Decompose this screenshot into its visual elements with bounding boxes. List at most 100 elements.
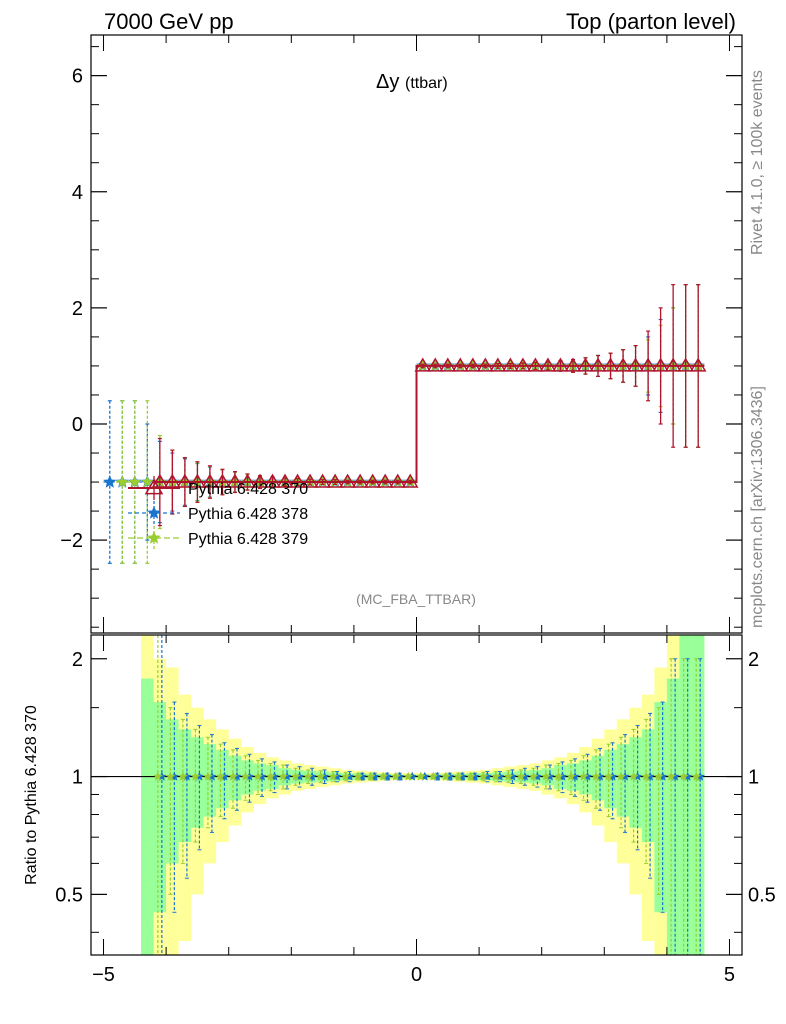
ratio-point bbox=[666, 771, 676, 781]
ratio-point bbox=[290, 771, 301, 781]
ratio-point bbox=[353, 771, 363, 781]
series-line-378 bbox=[103, 365, 705, 483]
ratio-point bbox=[528, 771, 539, 781]
x-tick-label: 0 bbox=[411, 964, 422, 986]
data-point bbox=[129, 475, 141, 487]
legend-label: Pythia 6.428 379 bbox=[188, 531, 308, 548]
data-point bbox=[614, 357, 632, 372]
band-inner bbox=[654, 702, 667, 913]
data-point bbox=[602, 357, 619, 372]
data-point bbox=[389, 473, 407, 488]
data-point bbox=[664, 357, 682, 372]
header-left: 7000 GeV pp bbox=[104, 9, 234, 34]
data-point bbox=[289, 473, 306, 488]
ratio-point bbox=[390, 771, 401, 781]
data-point bbox=[539, 357, 557, 372]
ratio-point bbox=[153, 771, 163, 781]
ratio-ylabel: Ratio to Pythia 6.428 370 bbox=[23, 705, 40, 885]
ratio-point bbox=[178, 771, 188, 781]
main-panel: Pythia 6.428 370 Pythia 6.428 378 Pythia 6… bbox=[60, 34, 743, 634]
ratio-point bbox=[428, 771, 439, 781]
data-point bbox=[426, 357, 444, 372]
band-inner bbox=[679, 635, 692, 955]
data-point bbox=[414, 357, 432, 372]
ratio-point bbox=[541, 771, 551, 781]
data-point bbox=[314, 473, 331, 488]
ratio-y-tick-label-right: 0.5 bbox=[748, 884, 776, 906]
band-inner bbox=[141, 678, 154, 955]
data-point bbox=[301, 473, 319, 488]
ratio-point bbox=[253, 771, 263, 781]
data-point bbox=[239, 473, 256, 488]
ratio-point bbox=[240, 771, 251, 781]
data-point bbox=[364, 473, 381, 488]
watermark: (MC_FBA_TTBAR) bbox=[356, 591, 476, 607]
band-inner bbox=[191, 737, 204, 828]
ratio-y-tick-label: 2 bbox=[72, 649, 83, 671]
band-inner bbox=[166, 719, 179, 864]
data-point bbox=[401, 473, 419, 488]
data-point bbox=[452, 357, 469, 372]
main-title-suffix: (ttbar) bbox=[405, 75, 448, 92]
data-point bbox=[652, 357, 669, 372]
data-point bbox=[527, 357, 544, 372]
ratio-point bbox=[453, 771, 464, 781]
ratio-point bbox=[578, 771, 589, 781]
ratio-point bbox=[503, 771, 514, 781]
ratio-point bbox=[303, 771, 313, 781]
ratio-point bbox=[678, 771, 689, 781]
ratio-point bbox=[641, 771, 651, 781]
ratio-point bbox=[653, 771, 664, 781]
ratio-y-tick-label-right: 2 bbox=[748, 649, 759, 671]
data-point bbox=[552, 357, 569, 372]
legend-marker bbox=[147, 505, 161, 519]
data-point bbox=[464, 357, 482, 372]
ratio-point bbox=[441, 771, 451, 781]
ratio-point bbox=[628, 771, 639, 781]
main-series-layer bbox=[103, 284, 707, 564]
data-point bbox=[116, 475, 129, 487]
ratio-point bbox=[215, 771, 226, 781]
data-point bbox=[477, 357, 494, 372]
rivet-label: Rivet 4.1.0, ≥ 100k events bbox=[749, 70, 766, 255]
data-point bbox=[689, 357, 707, 372]
series-line-379 bbox=[116, 365, 705, 483]
ratio-y-tick-label: 0.5 bbox=[55, 884, 83, 906]
ratio-point bbox=[203, 771, 213, 781]
y-tick-label: 0 bbox=[72, 414, 83, 436]
data-point bbox=[141, 475, 154, 487]
data-point bbox=[103, 474, 117, 488]
band-inner bbox=[178, 729, 192, 843]
legend-marker bbox=[147, 530, 161, 544]
data-point bbox=[577, 357, 594, 372]
band-inner bbox=[641, 729, 655, 843]
data-point bbox=[251, 473, 269, 488]
data-point bbox=[176, 473, 194, 488]
data-point bbox=[164, 473, 181, 488]
band-inner bbox=[153, 702, 167, 913]
data-point bbox=[439, 357, 457, 372]
data-point bbox=[589, 357, 607, 372]
x-tick-label: 5 bbox=[724, 964, 735, 986]
legend: Pythia 6.428 370 Pythia 6.428 378 Pythia 6… bbox=[128, 476, 308, 550]
ratio-point bbox=[365, 771, 376, 781]
y-tick-label: 2 bbox=[72, 298, 83, 320]
data-point bbox=[376, 473, 394, 488]
data-point bbox=[276, 473, 294, 488]
ratio-series-layer bbox=[91, 634, 742, 956]
data-point bbox=[214, 473, 231, 488]
data-point bbox=[339, 473, 356, 488]
data-point bbox=[226, 473, 244, 488]
legend-label: Pythia 6.428 370 bbox=[188, 481, 308, 498]
ratio-point bbox=[616, 771, 626, 781]
data-point bbox=[489, 357, 507, 372]
ratio-point bbox=[328, 771, 338, 781]
data-point bbox=[151, 473, 169, 488]
mcplots-label: mcplots.cern.ch [arXiv:1306.3436] bbox=[749, 386, 766, 628]
y-tick-label: −2 bbox=[60, 530, 83, 552]
band-inner bbox=[666, 678, 680, 955]
data-point bbox=[502, 357, 519, 372]
ratio-series-379 bbox=[153, 634, 701, 956]
y-tick-label: 6 bbox=[72, 66, 83, 88]
